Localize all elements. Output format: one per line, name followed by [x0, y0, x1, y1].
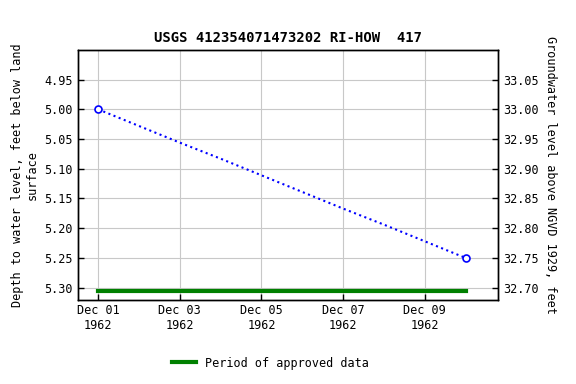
Legend: Period of approved data: Period of approved data — [168, 352, 374, 374]
Y-axis label: Groundwater level above NGVD 1929, feet: Groundwater level above NGVD 1929, feet — [544, 36, 558, 314]
Title: USGS 412354071473202 RI-HOW  417: USGS 412354071473202 RI-HOW 417 — [154, 31, 422, 45]
Y-axis label: Depth to water level, feet below land
surface: Depth to water level, feet below land su… — [11, 43, 39, 306]
